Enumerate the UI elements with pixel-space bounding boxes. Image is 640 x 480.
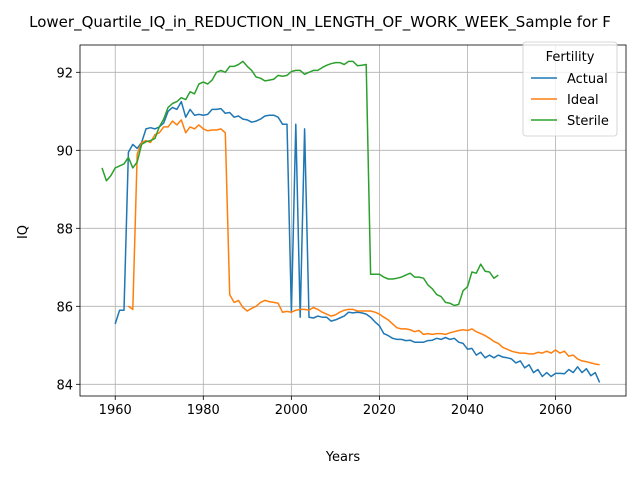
y-tick-label: 90 <box>56 144 73 159</box>
y-tick-label: 86 <box>56 300 73 315</box>
legend: Fertility Actual Ideal Sterile <box>522 41 618 137</box>
y-axis-label: IQ <box>16 225 31 239</box>
x-tick-label: 2000 <box>275 403 308 418</box>
x-axis-label: Years <box>325 450 361 465</box>
plot-area-frame <box>79 44 627 397</box>
y-tick-label: 84 <box>56 378 73 393</box>
x-tick-label: 1960 <box>99 403 132 418</box>
x-tick-label: 2060 <box>539 403 572 418</box>
legend-label-ideal: Ideal <box>567 93 599 108</box>
y-tick-label: 92 <box>56 66 73 81</box>
y-tick-label: 88 <box>56 222 73 237</box>
x-tick-label: 2020 <box>363 403 396 418</box>
y-axis-ticks: 84 86 88 90 92 <box>56 66 80 393</box>
legend-label-sterile: Sterile <box>567 114 609 129</box>
chart-title: Lower_Quartile_IQ_in_REDUCTION_IN_LENGTH… <box>29 13 611 32</box>
legend-items: Actual Ideal Sterile <box>531 72 609 129</box>
series-line-ideal <box>127 119 600 366</box>
legend-label-actual: Actual <box>567 72 608 87</box>
legend-title: Fertility <box>546 50 595 65</box>
x-tick-label: 1980 <box>187 403 220 418</box>
series-line-actual <box>114 100 601 383</box>
series-layer <box>101 60 601 383</box>
series-line-sterile <box>101 60 499 307</box>
legend-box <box>522 41 618 137</box>
x-axis-ticks: 1960 1980 2000 2020 2040 2060 <box>99 396 572 418</box>
x-tick-label: 2040 <box>451 403 484 418</box>
